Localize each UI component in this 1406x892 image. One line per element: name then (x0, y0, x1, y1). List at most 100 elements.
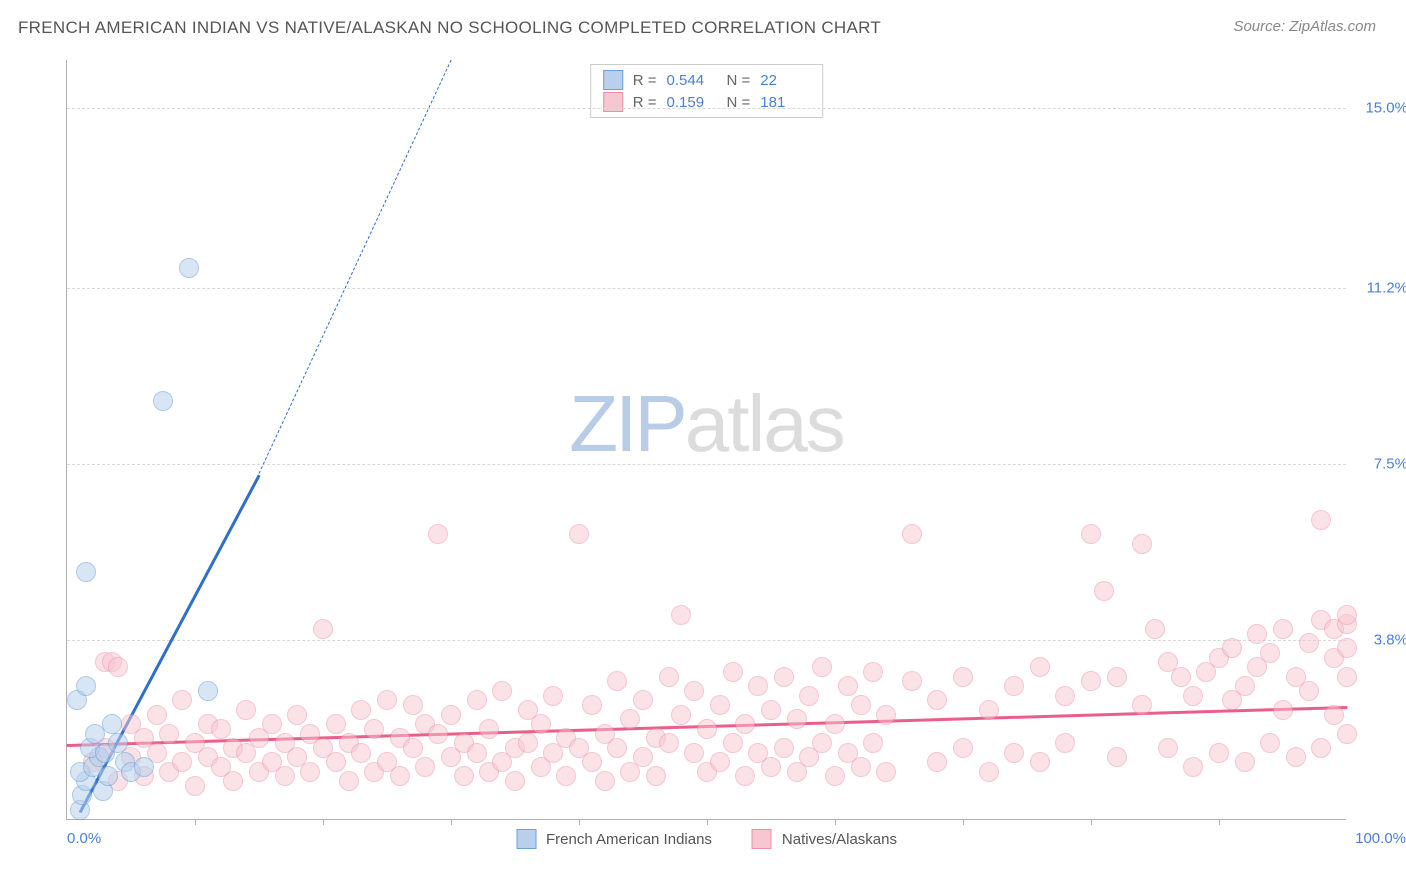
data-point (863, 733, 883, 753)
data-point (98, 766, 118, 786)
y-tick-label: 3.8% (1353, 631, 1406, 648)
data-point (710, 695, 730, 715)
data-point (1260, 643, 1280, 663)
data-point (339, 771, 359, 791)
data-point (351, 743, 371, 763)
data-point (454, 766, 474, 786)
data-point (761, 757, 781, 777)
data-point (198, 681, 218, 701)
x-tick-mark (963, 819, 964, 825)
data-point (211, 719, 231, 739)
data-point (1107, 747, 1127, 767)
data-point (1273, 619, 1293, 639)
data-point (1030, 752, 1050, 772)
data-point (1299, 681, 1319, 701)
data-point (531, 714, 551, 734)
data-point (1235, 752, 1255, 772)
data-point (812, 733, 832, 753)
y-tick-label: 7.5% (1353, 455, 1406, 472)
swatch-pink (752, 829, 772, 849)
data-point (236, 700, 256, 720)
data-point (671, 605, 691, 625)
data-point (633, 747, 653, 767)
data-point (671, 705, 691, 725)
data-point (467, 743, 487, 763)
data-point (428, 524, 448, 544)
data-point (799, 686, 819, 706)
data-point (684, 743, 704, 763)
data-point (518, 733, 538, 753)
n-label: N = (727, 72, 751, 89)
gridline (67, 108, 1346, 109)
data-point (403, 695, 423, 715)
data-point (1081, 671, 1101, 691)
data-point (1004, 676, 1024, 696)
data-point (838, 676, 858, 696)
x-tick-mark (1091, 819, 1092, 825)
data-point (851, 695, 871, 715)
data-point (1337, 605, 1357, 625)
data-point (774, 667, 794, 687)
r-label: R = (633, 72, 657, 89)
data-point (927, 690, 947, 710)
data-point (953, 738, 973, 758)
data-point (825, 766, 845, 786)
data-point (825, 714, 845, 734)
data-point (710, 752, 730, 772)
data-point (1004, 743, 1024, 763)
data-point (134, 757, 154, 777)
data-point (659, 733, 679, 753)
data-point (723, 733, 743, 753)
data-point (159, 724, 179, 744)
data-point (1132, 695, 1152, 715)
data-point (467, 690, 487, 710)
x-tick-mark (451, 819, 452, 825)
data-point (1132, 534, 1152, 554)
data-point (275, 766, 295, 786)
data-point (607, 738, 627, 758)
data-point (979, 700, 999, 720)
data-point (646, 766, 666, 786)
data-point (505, 771, 525, 791)
legend-label-pink: Natives/Alaskans (782, 831, 897, 848)
data-point (300, 762, 320, 782)
data-point (172, 752, 192, 772)
gridline (67, 464, 1346, 465)
data-point (953, 667, 973, 687)
gridline (67, 288, 1346, 289)
data-point (492, 681, 512, 701)
data-point (1337, 638, 1357, 658)
data-point (262, 714, 282, 734)
plot-area: ZIPatlas R = 0.544 N = 22 R = 0.159 N = … (66, 60, 1346, 820)
data-point (812, 657, 832, 677)
data-point (1222, 638, 1242, 658)
legend-item-blue: French American Indians (516, 829, 712, 849)
x-tick-min: 0.0% (67, 830, 101, 847)
source-attribution: Source: ZipAtlas.com (1233, 18, 1376, 35)
data-point (723, 662, 743, 682)
data-point (1299, 633, 1319, 653)
data-point (147, 705, 167, 725)
trend-line (259, 60, 452, 474)
data-point (108, 733, 128, 753)
data-point (697, 719, 717, 739)
data-point (364, 719, 384, 739)
data-point (1311, 738, 1331, 758)
swatch-blue (603, 70, 623, 90)
data-point (1183, 686, 1203, 706)
data-point (1286, 747, 1306, 767)
data-point (223, 771, 243, 791)
data-point (185, 776, 205, 796)
swatch-blue (516, 829, 536, 849)
data-point (735, 766, 755, 786)
data-point (735, 714, 755, 734)
data-point (1273, 700, 1293, 720)
data-point (569, 524, 589, 544)
data-point (774, 738, 794, 758)
data-point (748, 676, 768, 696)
data-point (633, 690, 653, 710)
series-legend: French American Indians Natives/Alaskans (516, 829, 897, 849)
data-point (403, 738, 423, 758)
data-point (543, 686, 563, 706)
data-point (313, 619, 333, 639)
